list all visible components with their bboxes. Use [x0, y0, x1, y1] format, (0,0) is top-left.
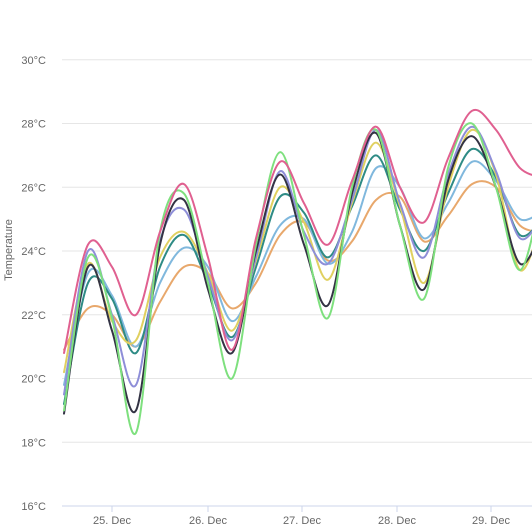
y-tick-label: 20°C [21, 374, 46, 386]
series-line-4[interactable] [63, 125, 532, 396]
series-line-2[interactable] [63, 122, 532, 436]
y-tick-label: 30°C [21, 55, 46, 67]
series-lines [63, 108, 532, 436]
y-tick-label: 26°C [21, 182, 46, 194]
x-tick-label: 25. Dec [93, 515, 131, 527]
y-axis-title: Temperature [3, 219, 15, 281]
y-tick-label: 16°C [21, 501, 46, 513]
x-tick-label: 29. Dec [472, 515, 510, 527]
series-line-1[interactable] [63, 108, 532, 354]
x-tick-label: 26. Dec [189, 515, 227, 527]
y-tick-label: 32°C [21, 0, 46, 3]
y-tick-label: 28°C [21, 119, 46, 131]
series-line-3[interactable] [63, 131, 532, 415]
y-tick-label: 22°C [21, 310, 46, 322]
x-axis-tick-labels: 25. Dec 26. Dec 27. Dec 28. Dec 29. Dec [93, 506, 510, 527]
y-axis-tick-labels: 16°C 18°C 20°C 22°C 24°C 26°C 28°C 30°C 32°C [21, 0, 46, 513]
x-tick-label: 28. Dec [378, 515, 416, 527]
y-tick-label: 18°C [21, 437, 46, 449]
x-tick-label: 27. Dec [283, 515, 321, 527]
series-line-5[interactable] [63, 128, 532, 374]
y-tick-label: 24°C [21, 246, 46, 258]
